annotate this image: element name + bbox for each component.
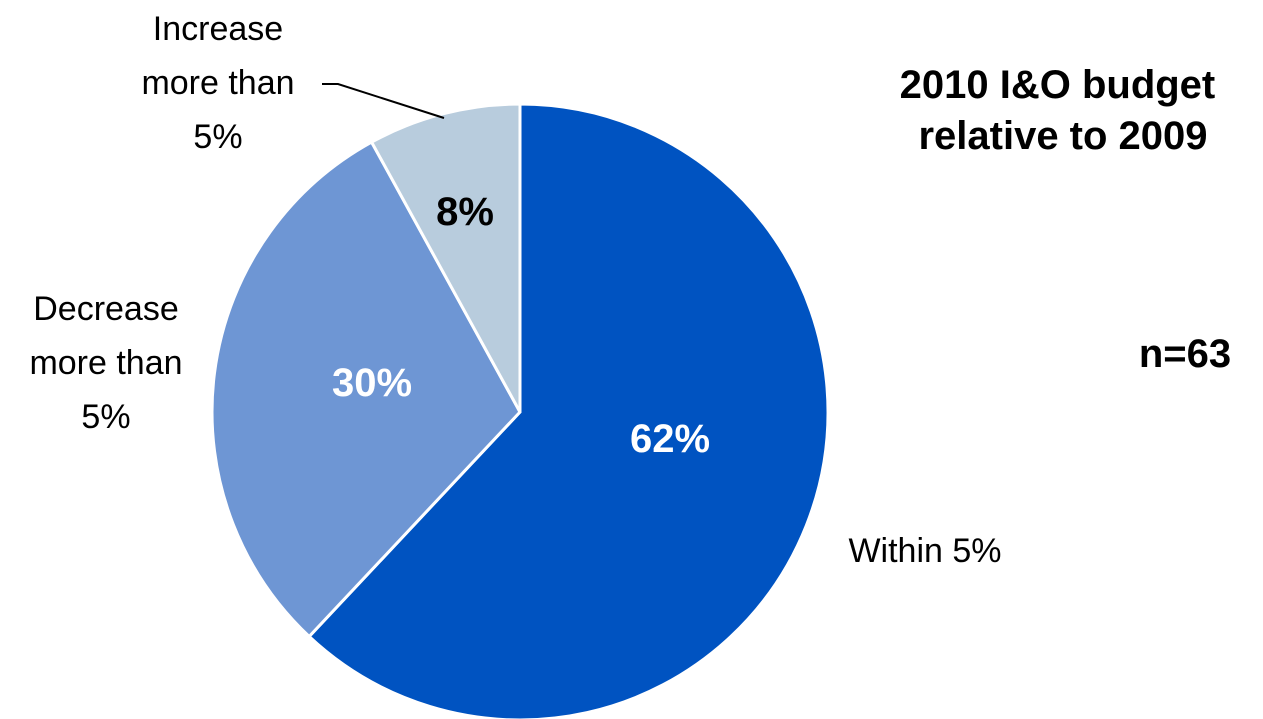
slice-value-label-3: 8% — [436, 190, 494, 234]
slice-category-label-3: Increase more than 5% — [141, 10, 294, 156]
slice-category-label-2-line-2: more than — [29, 344, 182, 382]
leader-lines — [322, 83, 445, 119]
slice-category-label-3-line-2: more than — [141, 64, 294, 102]
pie-slice-3 — [370, 102, 522, 414]
slice-category-label-1: Within 5% — [848, 532, 1001, 570]
chart-title: 2010 I&O budget relative to 2009 — [900, 63, 1227, 158]
pie-slice-1 — [307, 102, 830, 719]
pie-slices — [210, 102, 830, 719]
slice-category-label-2-line-3: 5% — [81, 398, 130, 436]
sample-size-note: n=63 — [1139, 332, 1231, 376]
chart-title-line-1: 2010 I&O budget — [900, 63, 1216, 107]
leader-line-3 — [322, 83, 445, 119]
slice-category-label-1-line-1: Within 5% — [848, 532, 1001, 570]
slice-category-labels: Within 5% Decrease more than 5% Increase more… — [29, 10, 1001, 570]
slice-category-label-3-line-1: Increase — [153, 10, 283, 48]
slice-category-label-2-line-1: Decrease — [33, 290, 179, 328]
slice-category-label-3-line-3: 5% — [193, 118, 242, 156]
slice-category-label-2: Decrease more than 5% — [29, 290, 182, 436]
slice-value-labels: 62% 30% 8% — [332, 190, 710, 461]
pie-slice-2 — [210, 140, 522, 639]
chart-title-line-2: relative to 2009 — [918, 114, 1207, 158]
slice-value-label-1: 62% — [630, 417, 710, 461]
slice-value-label-2: 30% — [332, 361, 412, 405]
